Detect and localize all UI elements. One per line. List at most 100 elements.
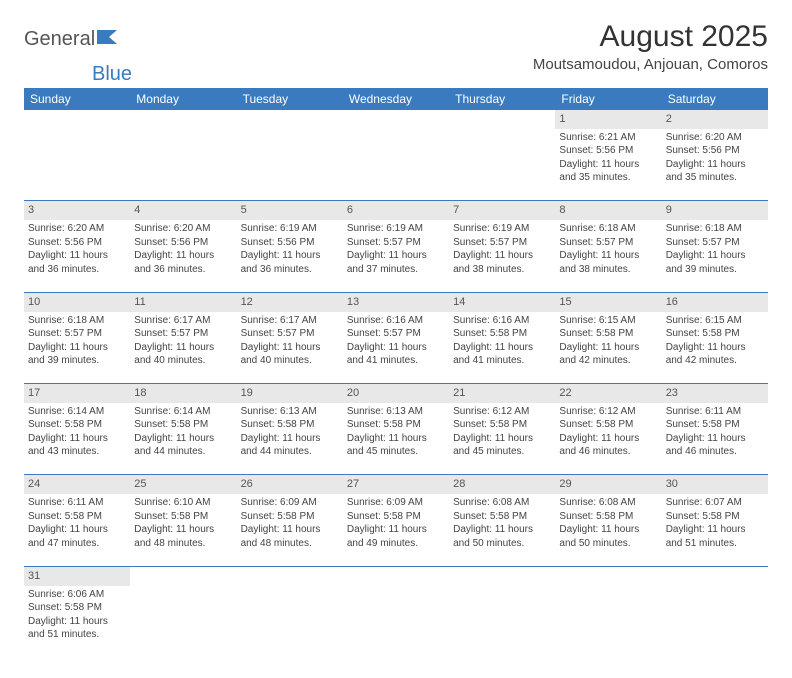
day-number-cell bbox=[237, 110, 343, 129]
sunrise-line: Sunrise: 6:15 AM bbox=[559, 314, 657, 328]
day-number-cell bbox=[130, 110, 236, 129]
day-data-cell bbox=[343, 586, 449, 658]
daylight-line: Daylight: 11 hours and 48 minutes. bbox=[134, 523, 232, 550]
daylight-line: Daylight: 11 hours and 35 minutes. bbox=[559, 158, 657, 185]
day-data-cell: Sunrise: 6:18 AMSunset: 5:57 PMDaylight:… bbox=[555, 220, 661, 292]
sunrise-line: Sunrise: 6:20 AM bbox=[28, 222, 126, 236]
sunrise-line: Sunrise: 6:17 AM bbox=[241, 314, 339, 328]
day-number-cell: 23 bbox=[662, 384, 768, 403]
day-number-cell: 20 bbox=[343, 384, 449, 403]
day-data-cell: Sunrise: 6:08 AMSunset: 5:58 PMDaylight:… bbox=[449, 494, 555, 566]
day-number-cell bbox=[237, 566, 343, 585]
day-number-cell: 13 bbox=[343, 292, 449, 311]
day-number-cell: 26 bbox=[237, 475, 343, 494]
sunrise-line: Sunrise: 6:16 AM bbox=[453, 314, 551, 328]
day-number-cell: 15 bbox=[555, 292, 661, 311]
sunset-line: Sunset: 5:58 PM bbox=[241, 510, 339, 524]
day-data-row: Sunrise: 6:06 AMSunset: 5:58 PMDaylight:… bbox=[24, 586, 768, 658]
day-number-cell bbox=[449, 110, 555, 129]
daylight-line: Daylight: 11 hours and 41 minutes. bbox=[453, 341, 551, 368]
day-number-cell bbox=[449, 566, 555, 585]
daylight-line: Daylight: 11 hours and 36 minutes. bbox=[28, 249, 126, 276]
logo: General bbox=[24, 28, 125, 51]
daylight-line: Daylight: 11 hours and 42 minutes. bbox=[559, 341, 657, 368]
day-data-cell bbox=[662, 586, 768, 658]
day-data-cell: Sunrise: 6:16 AMSunset: 5:58 PMDaylight:… bbox=[449, 312, 555, 384]
day-data-cell: Sunrise: 6:19 AMSunset: 5:57 PMDaylight:… bbox=[343, 220, 449, 292]
day-data-row: Sunrise: 6:11 AMSunset: 5:58 PMDaylight:… bbox=[24, 494, 768, 566]
day-data-cell: Sunrise: 6:15 AMSunset: 5:58 PMDaylight:… bbox=[662, 312, 768, 384]
day-number-cell: 9 bbox=[662, 201, 768, 220]
sunrise-line: Sunrise: 6:18 AM bbox=[666, 222, 764, 236]
day-number-cell: 27 bbox=[343, 475, 449, 494]
sunset-line: Sunset: 5:57 PM bbox=[134, 327, 232, 341]
sunrise-line: Sunrise: 6:16 AM bbox=[347, 314, 445, 328]
sunset-line: Sunset: 5:58 PM bbox=[666, 510, 764, 524]
day-data-cell: Sunrise: 6:18 AMSunset: 5:57 PMDaylight:… bbox=[24, 312, 130, 384]
day-number-cell: 8 bbox=[555, 201, 661, 220]
weekday-header: Friday bbox=[555, 88, 661, 110]
calendar-page: General August 2025 Moutsamoudou, Anjoua… bbox=[0, 0, 792, 678]
sunset-line: Sunset: 5:58 PM bbox=[241, 418, 339, 432]
day-data-cell: Sunrise: 6:17 AMSunset: 5:57 PMDaylight:… bbox=[237, 312, 343, 384]
day-data-cell: Sunrise: 6:19 AMSunset: 5:56 PMDaylight:… bbox=[237, 220, 343, 292]
sunrise-line: Sunrise: 6:21 AM bbox=[559, 131, 657, 145]
daylight-line: Daylight: 11 hours and 36 minutes. bbox=[134, 249, 232, 276]
day-data-cell bbox=[449, 586, 555, 658]
daylight-line: Daylight: 11 hours and 45 minutes. bbox=[347, 432, 445, 459]
sunset-line: Sunset: 5:57 PM bbox=[347, 236, 445, 250]
sunset-line: Sunset: 5:58 PM bbox=[559, 510, 657, 524]
sunrise-line: Sunrise: 6:09 AM bbox=[241, 496, 339, 510]
day-number-cell: 2 bbox=[662, 110, 768, 129]
sunrise-line: Sunrise: 6:11 AM bbox=[666, 405, 764, 419]
day-number-cell: 16 bbox=[662, 292, 768, 311]
day-number-row: 10111213141516 bbox=[24, 292, 768, 311]
weekday-header: Wednesday bbox=[343, 88, 449, 110]
sunset-line: Sunset: 5:57 PM bbox=[666, 236, 764, 250]
day-number-cell: 22 bbox=[555, 384, 661, 403]
day-number-cell: 10 bbox=[24, 292, 130, 311]
sunrise-line: Sunrise: 6:19 AM bbox=[347, 222, 445, 236]
sunset-line: Sunset: 5:58 PM bbox=[347, 418, 445, 432]
sunset-line: Sunset: 5:56 PM bbox=[134, 236, 232, 250]
sunset-line: Sunset: 5:56 PM bbox=[666, 144, 764, 158]
sunrise-line: Sunrise: 6:19 AM bbox=[453, 222, 551, 236]
daylight-line: Daylight: 11 hours and 39 minutes. bbox=[666, 249, 764, 276]
daylight-line: Daylight: 11 hours and 40 minutes. bbox=[134, 341, 232, 368]
day-data-cell: Sunrise: 6:06 AMSunset: 5:58 PMDaylight:… bbox=[24, 586, 130, 658]
daylight-line: Daylight: 11 hours and 39 minutes. bbox=[28, 341, 126, 368]
sunset-line: Sunset: 5:58 PM bbox=[134, 418, 232, 432]
daylight-line: Daylight: 11 hours and 46 minutes. bbox=[559, 432, 657, 459]
day-number-row: 24252627282930 bbox=[24, 475, 768, 494]
day-data-cell: Sunrise: 6:20 AMSunset: 5:56 PMDaylight:… bbox=[130, 220, 236, 292]
day-number-cell: 14 bbox=[449, 292, 555, 311]
day-number-row: 31 bbox=[24, 566, 768, 585]
day-number-cell bbox=[555, 566, 661, 585]
day-number-cell: 31 bbox=[24, 566, 130, 585]
daylight-line: Daylight: 11 hours and 51 minutes. bbox=[28, 615, 126, 642]
logo-text-1: General bbox=[24, 28, 95, 51]
daylight-line: Daylight: 11 hours and 46 minutes. bbox=[666, 432, 764, 459]
sunset-line: Sunset: 5:56 PM bbox=[28, 236, 126, 250]
daylight-line: Daylight: 11 hours and 44 minutes. bbox=[241, 432, 339, 459]
day-number-cell: 7 bbox=[449, 201, 555, 220]
sunrise-line: Sunrise: 6:20 AM bbox=[666, 131, 764, 145]
day-data-cell: Sunrise: 6:13 AMSunset: 5:58 PMDaylight:… bbox=[237, 403, 343, 475]
sunset-line: Sunset: 5:58 PM bbox=[559, 418, 657, 432]
day-data-cell bbox=[237, 129, 343, 201]
day-data-cell: Sunrise: 6:14 AMSunset: 5:58 PMDaylight:… bbox=[24, 403, 130, 475]
day-data-cell: Sunrise: 6:21 AMSunset: 5:56 PMDaylight:… bbox=[555, 129, 661, 201]
daylight-line: Daylight: 11 hours and 43 minutes. bbox=[28, 432, 126, 459]
sunset-line: Sunset: 5:58 PM bbox=[453, 418, 551, 432]
day-number-cell: 1 bbox=[555, 110, 661, 129]
day-number-cell: 30 bbox=[662, 475, 768, 494]
daylight-line: Daylight: 11 hours and 41 minutes. bbox=[347, 341, 445, 368]
day-data-cell: Sunrise: 6:11 AMSunset: 5:58 PMDaylight:… bbox=[662, 403, 768, 475]
daylight-line: Daylight: 11 hours and 38 minutes. bbox=[453, 249, 551, 276]
day-data-row: Sunrise: 6:21 AM Sunset: 5:56 PM Daylight:… bbox=[24, 129, 768, 201]
daylight-line: Daylight: 11 hours and 37 minutes. bbox=[347, 249, 445, 276]
calendar-table: SundayMondayTuesdayWednesdayThursdayFrid… bbox=[24, 88, 768, 658]
day-number-row: 3456789 bbox=[24, 201, 768, 220]
sunset-line: Sunset: 5:58 PM bbox=[28, 510, 126, 524]
day-number-cell: 24 bbox=[24, 475, 130, 494]
